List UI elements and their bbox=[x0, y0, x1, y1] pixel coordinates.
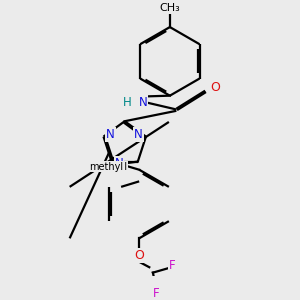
Text: N: N bbox=[138, 96, 147, 110]
Text: H: H bbox=[123, 96, 132, 110]
Text: N: N bbox=[134, 128, 143, 141]
Text: N: N bbox=[115, 157, 123, 170]
Text: methyl: methyl bbox=[93, 162, 128, 172]
Text: O: O bbox=[210, 81, 220, 94]
Text: O: O bbox=[134, 249, 144, 262]
Text: F: F bbox=[168, 259, 175, 272]
Text: F: F bbox=[153, 287, 160, 300]
Text: N: N bbox=[106, 128, 115, 141]
Text: methyl: methyl bbox=[89, 162, 123, 172]
Text: CH₃: CH₃ bbox=[160, 3, 180, 13]
